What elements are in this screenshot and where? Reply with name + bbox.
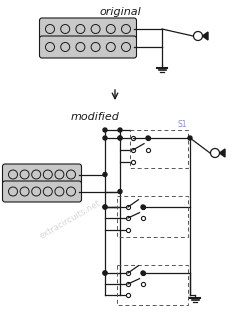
Bar: [130, 130, 188, 168]
Circle shape: [118, 136, 122, 140]
Bar: [117, 265, 188, 305]
Circle shape: [141, 205, 145, 209]
Polygon shape: [202, 32, 208, 40]
Circle shape: [118, 128, 122, 132]
Text: extracircuits.net: extracircuits.net: [38, 199, 102, 241]
Text: S1: S1: [178, 120, 188, 129]
FancyBboxPatch shape: [40, 18, 136, 40]
Text: modified: modified: [70, 112, 120, 122]
Circle shape: [103, 271, 107, 275]
Circle shape: [118, 136, 122, 140]
Circle shape: [188, 136, 192, 140]
FancyBboxPatch shape: [2, 164, 82, 185]
FancyBboxPatch shape: [2, 181, 82, 202]
Circle shape: [103, 136, 107, 140]
FancyBboxPatch shape: [40, 36, 136, 58]
Circle shape: [118, 189, 122, 194]
Circle shape: [146, 136, 150, 140]
Text: original: original: [99, 7, 141, 17]
Circle shape: [141, 271, 145, 275]
Polygon shape: [220, 149, 225, 157]
Circle shape: [103, 205, 107, 209]
Circle shape: [103, 128, 107, 132]
Circle shape: [103, 172, 107, 177]
Bar: [117, 196, 188, 237]
Circle shape: [103, 271, 107, 275]
Circle shape: [103, 205, 107, 209]
